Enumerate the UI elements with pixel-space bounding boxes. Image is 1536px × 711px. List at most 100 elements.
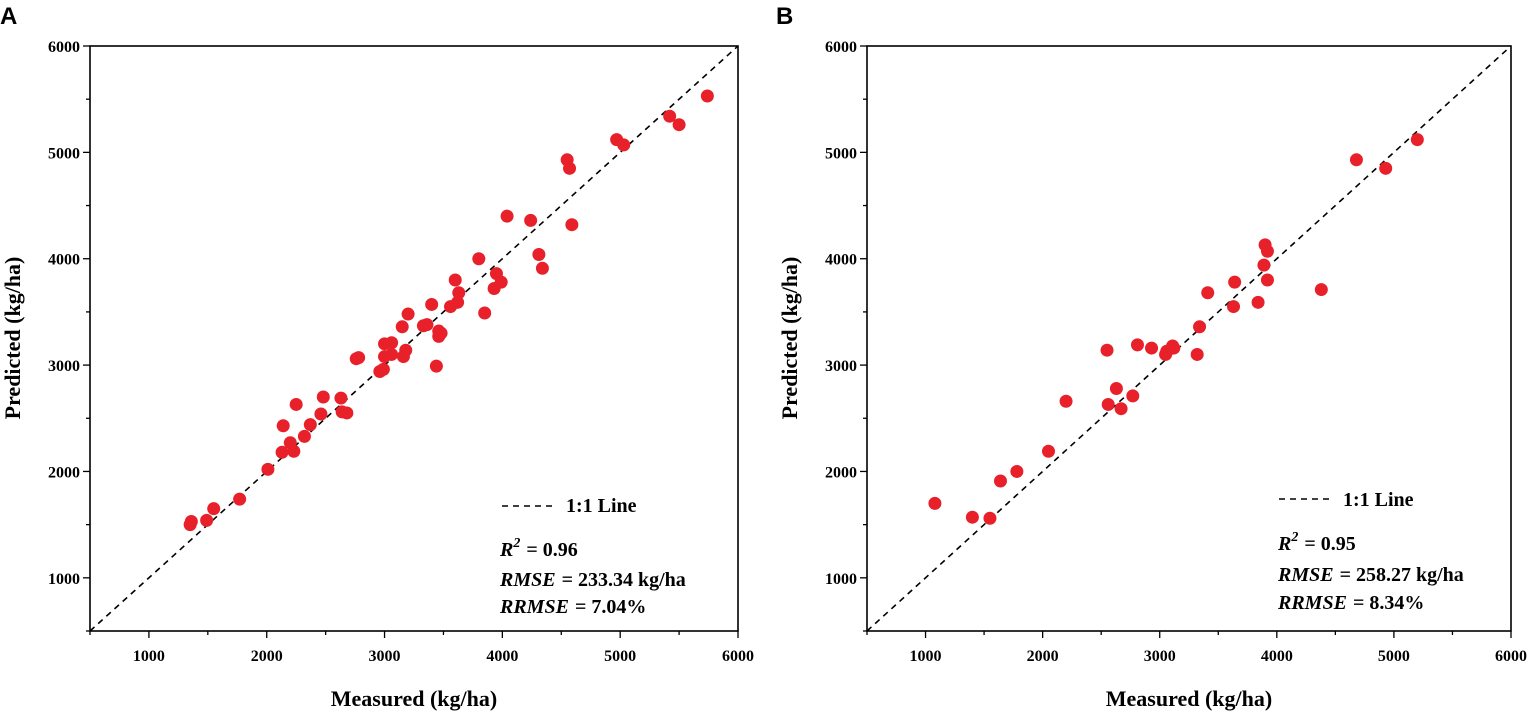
data-point — [303, 418, 317, 432]
x-axis-title-b: Measured (kg/ha) — [1106, 686, 1272, 711]
data-point — [1041, 444, 1055, 458]
y-tick-label: 5000 — [825, 145, 857, 162]
data-point — [1126, 389, 1140, 403]
data-point — [289, 397, 303, 411]
stats-b: R2 = 0.95 RMSE = 258.27 kg/ha RRMSE = 8.34% — [1277, 530, 1464, 614]
data-point — [448, 273, 462, 287]
y-tick-label: 5000 — [48, 145, 80, 162]
rmse-stat-a: RMSE = 233.34 kg/ha — [499, 569, 686, 591]
data-point — [184, 514, 198, 528]
y-tick-label: 2000 — [48, 464, 80, 481]
data-point — [700, 89, 714, 103]
rrmse-value-a: = 7.04% — [575, 596, 646, 618]
data-point — [200, 513, 214, 527]
data-point — [1314, 283, 1328, 297]
data-point — [401, 307, 415, 321]
x-tick-label: 5000 — [604, 648, 636, 665]
data-point — [993, 474, 1007, 488]
y-tick-label: 3000 — [825, 358, 857, 375]
y-tick-label: 1000 — [48, 571, 80, 588]
r2-sup-a: 2 — [512, 536, 520, 551]
y-tick-label: 6000 — [825, 39, 857, 56]
rrmse-label-a: RRMSE — [499, 596, 569, 618]
data-point — [617, 138, 631, 152]
legend-a: 1:1 Line — [502, 495, 637, 517]
x-tick-label: 2000 — [1027, 648, 1059, 665]
r2-stat-b: R2 = 0.95 — [1277, 530, 1356, 555]
r2-sup-b: 2 — [1290, 530, 1298, 545]
r2-label-a: R — [499, 539, 513, 561]
rmse-label-a: RMSE — [499, 569, 556, 591]
legend-b: 1:1 Line — [1279, 489, 1414, 511]
r2-label-b: R — [1277, 533, 1291, 555]
data-point — [352, 351, 366, 365]
data-point — [1260, 273, 1274, 287]
x-tick-label: 1000 — [133, 648, 165, 665]
rrmse-stat-a: RRMSE = 7.04% — [499, 596, 646, 618]
data-point — [1114, 402, 1128, 416]
r2-stat-a: R2 = 0.96 — [499, 536, 578, 561]
data-point — [565, 218, 579, 232]
rrmse-stat-b: RRMSE = 8.34% — [1277, 592, 1424, 614]
data-point — [965, 510, 979, 524]
data-point — [420, 318, 434, 332]
y-tick-label: 3000 — [48, 358, 80, 375]
y-axis-title-a: Predicted (kg/ha) — [0, 257, 25, 420]
data-point — [261, 462, 275, 476]
data-point — [1228, 275, 1242, 289]
data-point — [425, 297, 439, 311]
one-to-one-line-a — [89, 45, 739, 632]
data-point — [1379, 161, 1393, 175]
data-point — [429, 359, 443, 373]
data-point — [395, 320, 409, 334]
panel-b: B 1000 2000 3000 4000 5000 6000 1000 2000 3000 4… — [776, 3, 1527, 711]
x-tick-label: 3000 — [369, 648, 401, 665]
x-tick-label: 4000 — [486, 648, 518, 665]
x-ticks-a: 1000 2000 3000 4000 5000 6000 — [89, 631, 754, 665]
data-point — [316, 390, 330, 404]
data-point — [1201, 286, 1215, 300]
data-point — [1193, 320, 1207, 334]
y-tick-label: 4000 — [825, 252, 857, 269]
data-point — [314, 407, 328, 421]
r2-value-b: = 0.95 — [1304, 533, 1355, 555]
data-point — [1130, 338, 1144, 352]
data-point — [1251, 295, 1265, 309]
data-point — [385, 347, 399, 361]
data-point — [1190, 347, 1204, 361]
data-point — [1167, 341, 1181, 355]
data-point — [452, 286, 466, 300]
y-tick-label: 4000 — [48, 252, 80, 269]
data-point — [276, 419, 290, 433]
legend-label-b: 1:1 Line — [1343, 489, 1414, 511]
data-point — [672, 118, 686, 132]
data-point — [399, 343, 413, 357]
data-point — [532, 247, 546, 261]
r2-value-a: = 0.96 — [526, 539, 577, 561]
panel-a: A 1000 2000 3000 4000 5000 6000 1000 2000 3000 4… — [0, 3, 754, 711]
x-tick-label: 1000 — [910, 648, 942, 665]
y-ticks-b: 1000 2000 3000 4000 5000 6000 — [825, 39, 867, 632]
x-tick-label: 5000 — [1378, 648, 1410, 665]
rmse-label-b: RMSE — [1277, 564, 1334, 586]
x-tick-label: 6000 — [1495, 648, 1527, 665]
plot-frame-b — [866, 45, 1512, 632]
data-point — [451, 295, 465, 309]
data-point — [1100, 343, 1114, 357]
one-to-one-line-b — [866, 45, 1512, 632]
x-tick-label: 2000 — [251, 648, 283, 665]
data-point — [1010, 464, 1024, 478]
y-ticks-a: 1000 2000 3000 4000 5000 6000 — [48, 39, 90, 632]
data-point — [287, 444, 301, 458]
data-point — [928, 496, 942, 510]
data-point — [1226, 300, 1240, 314]
data-point — [494, 275, 508, 289]
data-point — [275, 445, 289, 459]
data-point — [478, 306, 492, 320]
panel-label-a: A — [0, 3, 17, 30]
x-ticks-b: 1000 2000 3000 4000 5000 6000 — [866, 631, 1527, 665]
data-point — [1109, 381, 1123, 395]
x-tick-label: 4000 — [1261, 648, 1293, 665]
panel-label-b: B — [776, 3, 793, 30]
